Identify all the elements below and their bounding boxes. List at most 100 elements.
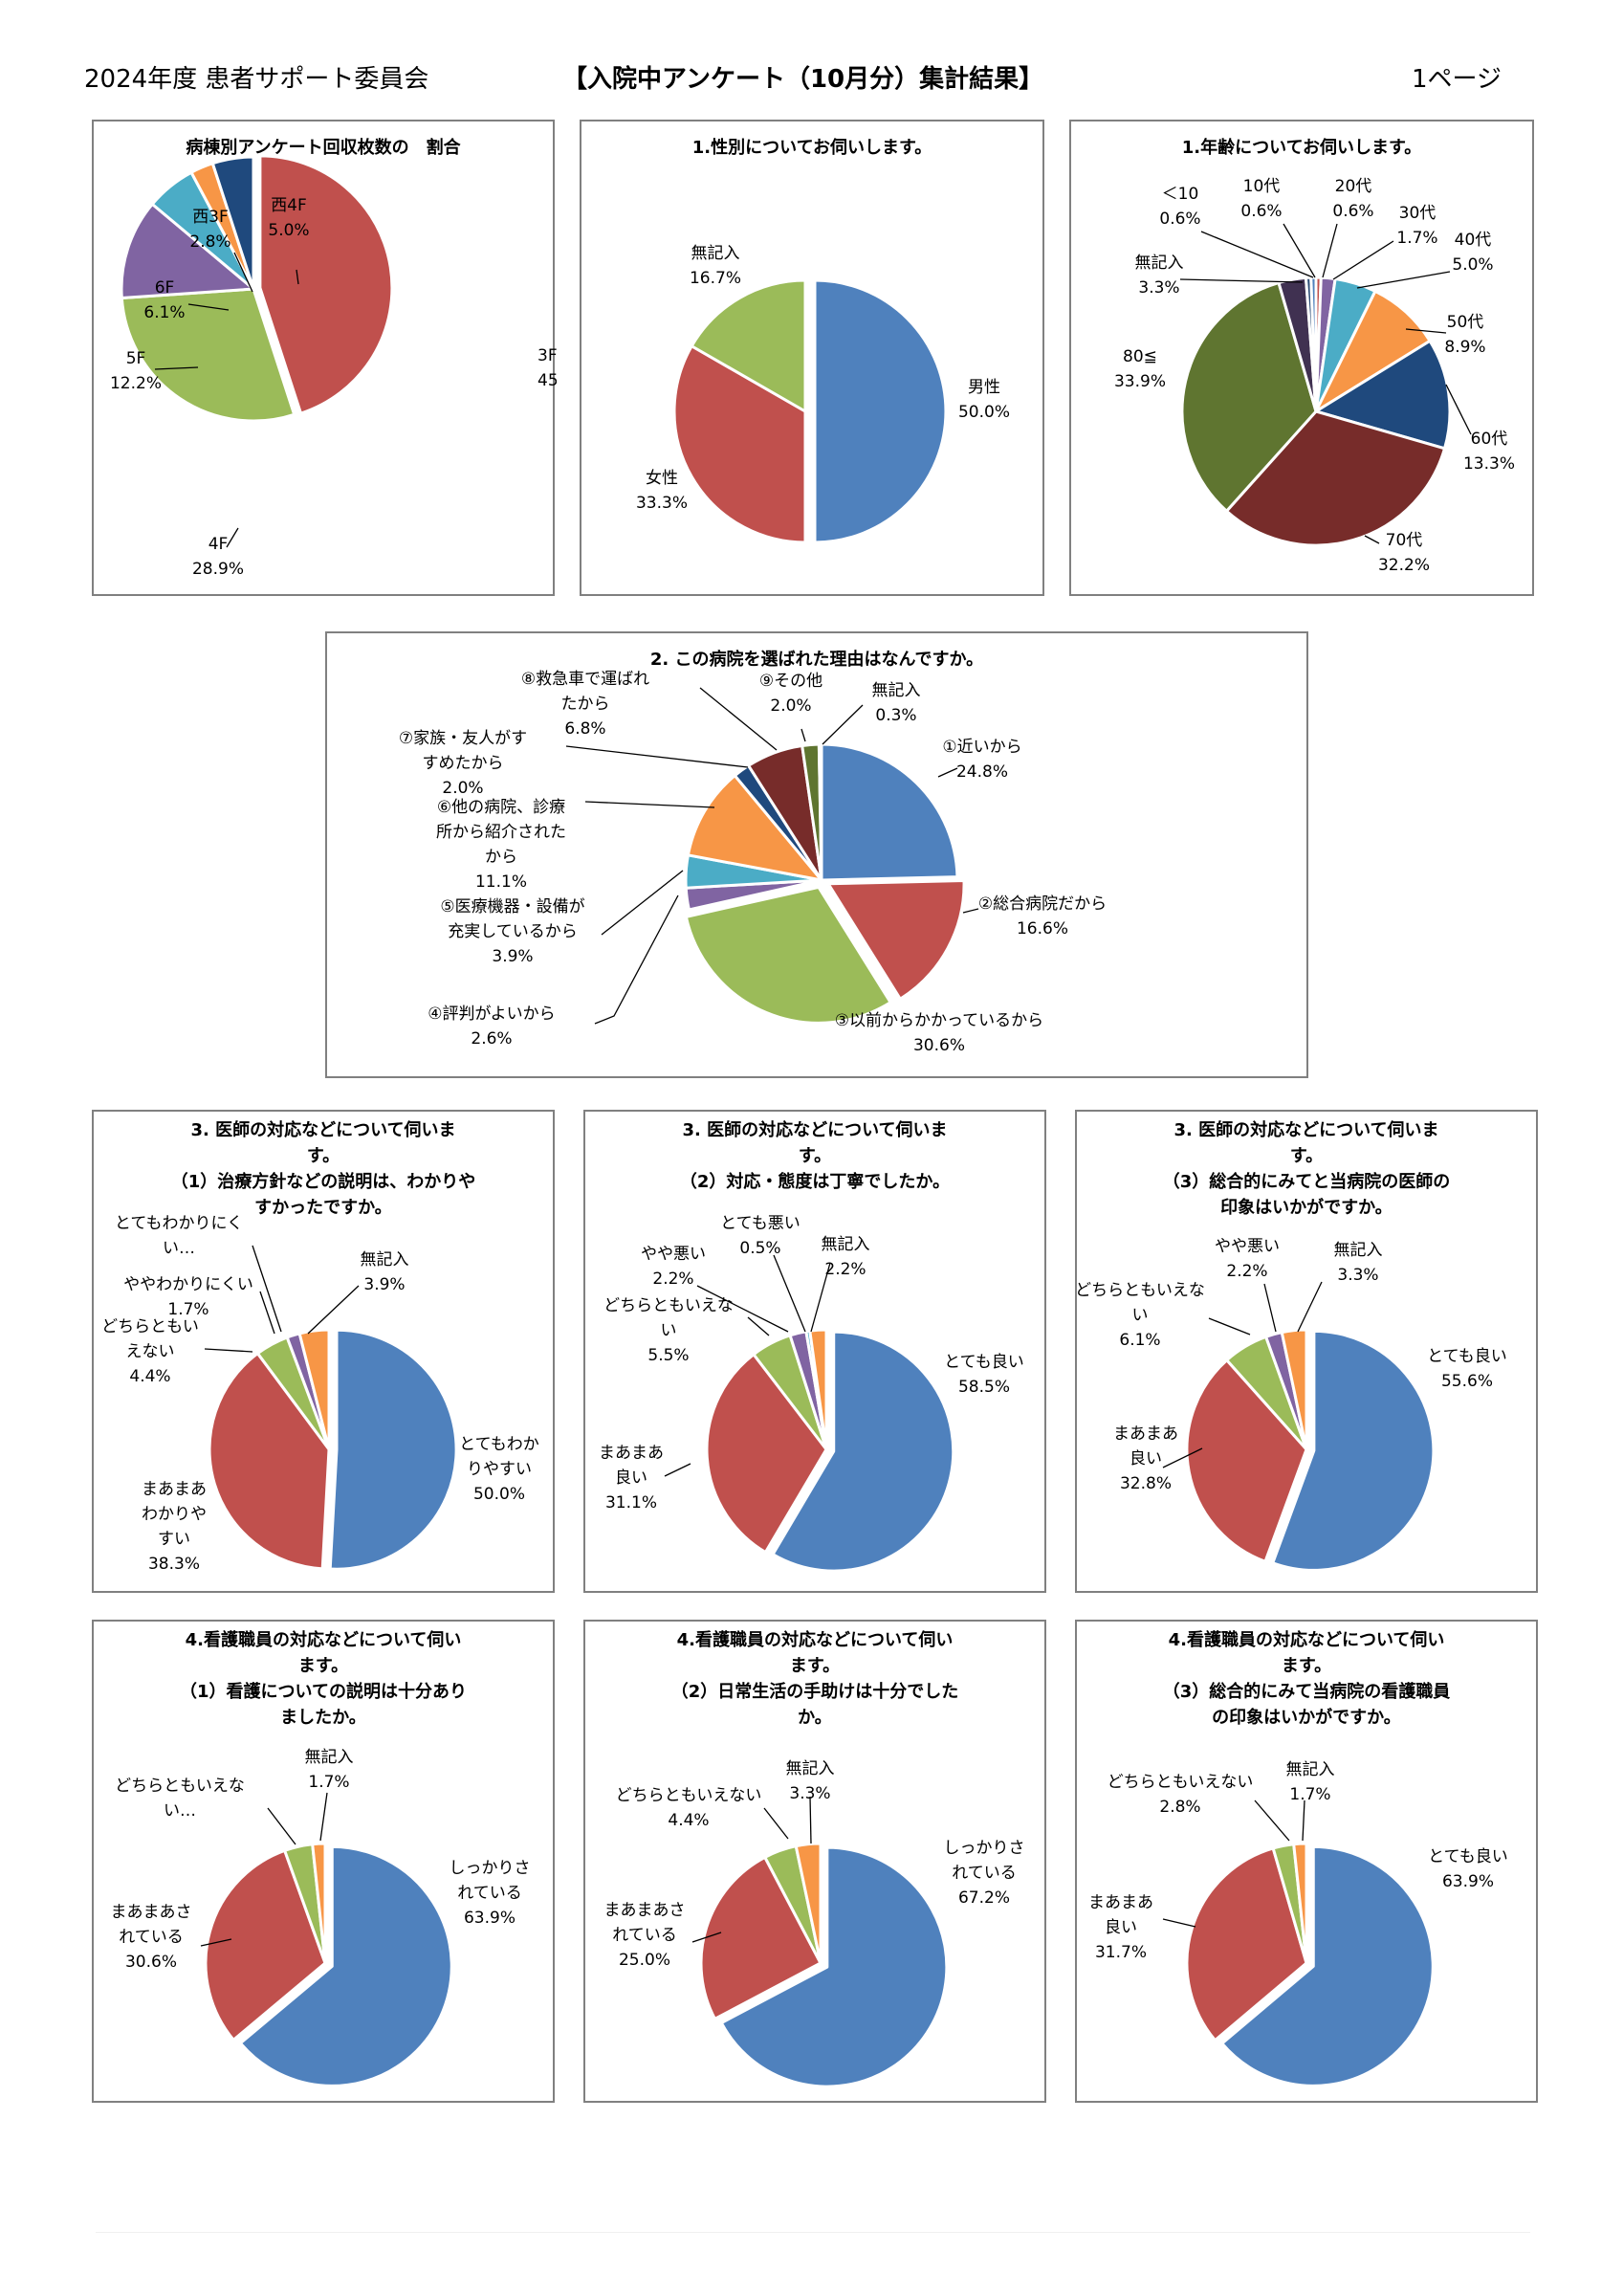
slice-label: 女性 33.3% — [636, 469, 688, 513]
leader-line — [699, 687, 778, 751]
pie-slice — [1280, 1328, 1308, 1451]
leader-line — [594, 894, 679, 1025]
slice-label: やや悪い 2.2% — [1215, 1237, 1280, 1281]
gender-chart: 1.性別についてお伺いします。 男性 50.0% 女性 33.3% 無記入 16.7% — [580, 120, 1044, 596]
pie-slice — [1180, 281, 1318, 513]
leader-line — [1162, 1447, 1203, 1468]
pie-slice — [1225, 409, 1447, 547]
pie-svg: しっかりされている 67.2% まあまあされている 25.0% どちらともいえない 4.4… — [604, 1759, 1025, 2088]
slice-label: やや悪い 2.2% — [641, 1245, 706, 1289]
pie-slice — [328, 1328, 458, 1571]
slice-label: ＜10 0.6% — [1159, 185, 1200, 229]
leader-line — [1254, 1799, 1290, 1842]
leader-line — [267, 1807, 296, 1845]
chart-title: 2. この病院を選ばれた理由はなんですか。 — [649, 650, 984, 670]
pie-slice — [820, 742, 959, 882]
leader-line — [1179, 278, 1304, 283]
pie-svg: とても良い 63.9% まあまあ良い 31.7% どちらともいえない 2.8% 無記入 1.7… — [1088, 1760, 1508, 2087]
slice-label: とてもわかりにくい… — [115, 1214, 243, 1258]
leader-line — [307, 1285, 360, 1335]
slice-label: しっかりされている 67.2% — [944, 1839, 1025, 1908]
slice-label: 無記入 3.3% — [1135, 254, 1184, 298]
slice-label: どちらともいえない 6.1% — [1077, 1281, 1205, 1350]
leader-line — [801, 728, 806, 742]
leader-line — [1364, 535, 1380, 544]
leader-line — [773, 1254, 806, 1333]
leader-line — [810, 1262, 831, 1333]
slice-label: 無記入 3.9% — [361, 1250, 409, 1294]
pie-slice — [690, 278, 807, 413]
pie-svg: とても良い 58.5% まあまあ良い 31.1% どちらともいえない 5.5% やや悪い 2.… — [599, 1214, 1024, 1573]
slice-label: 無記入 3.3% — [1334, 1241, 1383, 1285]
slice-label: ⑨その他 2.0% — [759, 672, 822, 716]
leader-line — [252, 1245, 282, 1333]
slice-label: 30代 1.7% — [1396, 204, 1437, 248]
pie-slice — [817, 742, 823, 882]
leader-line — [1445, 384, 1472, 435]
pie-slice — [808, 1328, 828, 1451]
slice-label: どちらともいえない 4.4% — [616, 1786, 762, 1830]
slice-label: 80≦ 33.9% — [1114, 347, 1166, 391]
slice-label: まあまあ良い 32.8% — [1113, 1424, 1178, 1493]
leader-line — [200, 1938, 232, 1947]
doctor-attitude-chart: 3. 医師の対応などについて伺いま す。 （2）対応・態度は丁寧でしたか。 とても良い… — [583, 1110, 1046, 1593]
pie-svg: とてもわかりやすい 50.0% まあまあわかりやすい 38.3% どちらともいえない 4.… — [101, 1214, 539, 1574]
pie-slice — [1185, 1358, 1308, 1563]
slice-label: 無記入 1.7% — [305, 1748, 354, 1792]
nurse-assistance-chart: 4.看護職員の対応などについて伺い ます。 （2）日常生活の手助けは十分でした か。し… — [583, 1620, 1046, 2103]
leader-line — [204, 1348, 253, 1353]
slice-label: まあまあされている 25.0% — [604, 1901, 686, 1970]
slice-label: どちらともいえない… — [115, 1777, 245, 1821]
leader-line — [937, 767, 958, 778]
chart-title: 4.看護職員の対応などについて伺い ます。 （3）総合的にみて当病院の看護職員 の印象… — [1162, 1630, 1451, 1728]
slice-label: まあまあわかりやすい 38.3% — [142, 1480, 207, 1574]
slice-label: 無記入 2.2% — [822, 1235, 870, 1279]
pie-svg: 男性 50.0% 女性 33.3% 無記入 16.7% — [636, 244, 1010, 544]
leader-line — [233, 252, 253, 293]
slice-label: 無記入 3.3% — [786, 1759, 835, 1803]
leader-line — [1297, 1281, 1323, 1333]
leader-line — [747, 1316, 770, 1336]
slice-label: 西3F 2.8% — [189, 208, 230, 252]
slice-label: どちらともいえない 2.8% — [1108, 1773, 1254, 1817]
slice-label: とても良い 55.6% — [1427, 1347, 1507, 1391]
slice-label: 4F 28.9% — [192, 535, 244, 579]
slice-label: とても良い 63.9% — [1428, 1847, 1508, 1891]
chart-title: 4.看護職員の対応などについて伺い ます。 （1）看護についての説明は十分あり ました… — [180, 1630, 467, 1728]
doctor-explanation-chart: 3. 医師の対応などについて伺いま す。 （1）治療方針などの説明は、わかりや すかっ… — [92, 1110, 555, 1593]
slice-label: まあまあされている 30.6% — [111, 1903, 192, 1972]
pie-svg: ①近いから 24.8% ②総合病院だから 16.6% ③以前からかかっているから 30.6… — [399, 670, 1107, 1055]
slice-label: とてもわかりやすい 50.0% — [459, 1435, 539, 1504]
pie-slice — [208, 1352, 331, 1571]
slice-label: ②総合病院だから 16.6% — [978, 894, 1107, 938]
leader-line — [154, 366, 199, 370]
pie-slice — [210, 155, 255, 291]
slice-label: ⑤医療機器・設備が充実しているから 3.9% — [440, 897, 584, 966]
chart-title: 1.性別についてお伺いします。 — [691, 138, 932, 158]
slice-label: とても悪い 0.5% — [720, 1214, 801, 1258]
pie-slice — [719, 1845, 949, 2088]
leader-line — [962, 908, 979, 914]
leader-line — [1263, 1283, 1277, 1333]
leader-line — [1302, 1799, 1305, 1842]
pie-slice — [204, 1848, 327, 2042]
leader-line — [565, 745, 749, 768]
pie-slice — [686, 774, 823, 882]
leader-line — [691, 1932, 722, 1943]
leader-line — [1356, 271, 1451, 289]
leader-line — [664, 1463, 691, 1477]
leader-line — [696, 1285, 789, 1333]
pie-slice — [1271, 1329, 1436, 1572]
pie-slice — [794, 1842, 822, 1965]
slice-label: ③以前からかかっているから 30.6% — [835, 1011, 1043, 1055]
slice-label: 40代 5.0% — [1452, 231, 1493, 275]
footer-divider — [96, 2232, 1530, 2233]
slice-label: 無記入 16.7% — [690, 244, 741, 288]
pie-slice — [120, 202, 255, 300]
slice-label: 20代 0.6% — [1332, 177, 1373, 221]
pie-slice — [1220, 1844, 1435, 2087]
slice-label: まあまあ良い 31.1% — [599, 1444, 664, 1512]
slice-label: ①近いから 24.8% — [942, 738, 1021, 782]
slice-label: 50代 8.9% — [1444, 313, 1485, 357]
